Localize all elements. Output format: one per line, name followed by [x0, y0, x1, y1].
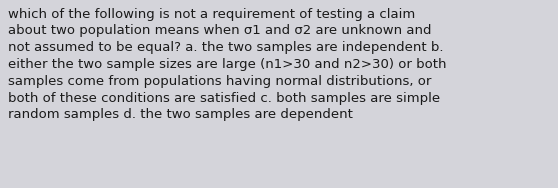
- Text: which of the following is not a requirement of testing a claim
about two populat: which of the following is not a requirem…: [8, 8, 446, 121]
